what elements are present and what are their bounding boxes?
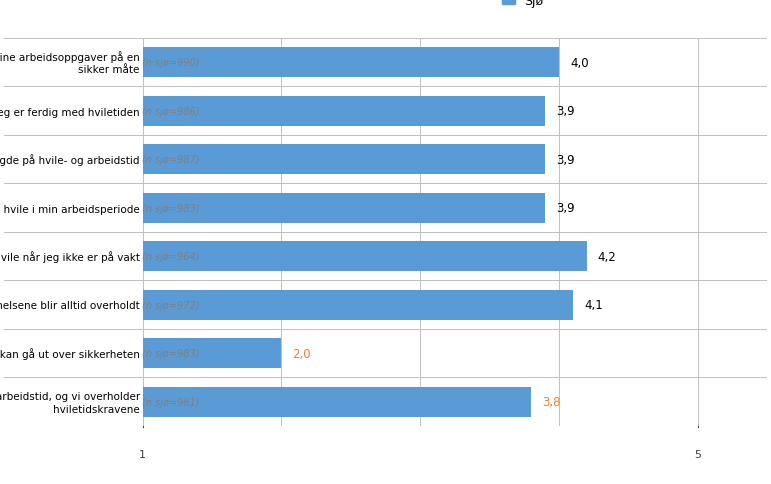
Bar [143,242,587,272]
Text: (n sjø=983): (n sjø=983) [142,348,200,358]
Text: Jeg føler meg uthvilt når jeg er ferdig med hviletiden: Jeg føler meg uthvilt når jeg er ferdig … [0,106,140,117]
Text: (n sjø=986): (n sjø=986) [142,106,200,116]
Text: 3,9: 3,9 [556,153,575,166]
Bar [143,96,545,126]
Text: 1: 1 [139,449,146,459]
Text: Det er passe lengde på hvile- og arbeidstid: Det er passe lengde på hvile- og arbeids… [0,154,140,166]
Bar [143,48,559,78]
Text: Forholdene er lagt godt til rette for hvile når jeg ikke er på vakt: Forholdene er lagt godt til rette for hv… [0,251,140,262]
Text: Jeg får tilstrekkelig søvn og hvile i min arbeidsperiode: Jeg får tilstrekkelig søvn og hvile i mi… [0,202,140,214]
Bar [143,193,545,223]
Text: 4,0: 4,0 [570,57,589,69]
Text: 3,9: 3,9 [556,202,575,214]
Bar [143,290,573,320]
Text: 4,1: 4,1 [584,299,603,311]
Text: (n sjø=981): (n sjø=981) [142,397,200,407]
Text: 2,0: 2,0 [292,347,311,360]
Text: Det hender at jeg er så trøtt i arbeidstiden at det kan gå ut over sikkerheten: Det hender at jeg er så trøtt i arbeidst… [0,348,140,359]
Bar [143,387,531,417]
Text: (n sjø=987): (n sjø=987) [142,155,200,165]
Text: (n sjø=990): (n sjø=990) [142,58,200,68]
Text: Vi får alltid arbeidet gjennomført i løpet av fastsatt arbeidstid, og vi overhol: Vi får alltid arbeidet gjennomført i løp… [0,390,140,414]
Text: 4,2: 4,2 [598,250,617,263]
Text: 3,9: 3,9 [556,105,575,118]
Text: (n sjø=964): (n sjø=964) [142,252,200,261]
Bar [143,338,281,368]
Legend: Sjø: Sjø [502,0,544,8]
Text: 3,8: 3,8 [542,395,561,408]
Bar [143,145,545,175]
Text: Jeg får tilstrekkelig søvn og hvile til å utføre alle mine arbeidsoppgaver på en: Jeg får tilstrekkelig søvn og hvile til … [0,51,140,75]
Text: (n sjø=972): (n sjø=972) [142,300,200,310]
Text: (n sjø=983): (n sjø=983) [142,203,200,213]
Text: Hviletidsbestemmelsene blir alltid overholdt: Hviletidsbestemmelsene blir alltid overh… [0,300,140,310]
Text: 5: 5 [694,449,702,459]
